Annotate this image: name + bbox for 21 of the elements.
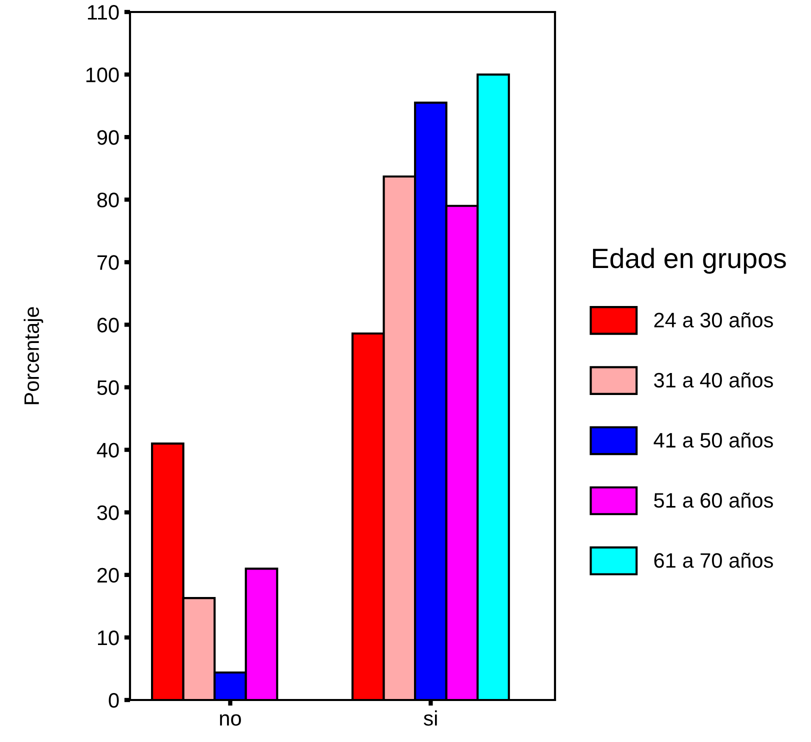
legend-label: 61 a 70 años: [654, 552, 773, 568]
y-tick-label: 90: [97, 130, 119, 145]
y-tick-label: 0: [108, 693, 119, 708]
legend-label: 51 a 60 años: [654, 492, 773, 508]
y-tick-label: 30: [97, 505, 119, 520]
legend-label: 24 a 30 años: [654, 312, 773, 328]
legend-label: 41 a 50 años: [654, 432, 773, 448]
x-tick-label: no: [220, 714, 241, 726]
y-tick-label: 10: [98, 630, 119, 646]
y-tick-label: 60: [97, 318, 119, 332]
x-tick-label: si: [424, 710, 437, 726]
y-tick-label: 70: [97, 255, 119, 270]
y-tick-label: 50: [97, 380, 119, 396]
legend-title: Edad en grupos: [593, 248, 786, 274]
y-tick-label: 20: [97, 568, 119, 583]
y-tick-label: 80: [97, 192, 119, 208]
y-tick-label: 100: [86, 68, 119, 82]
y-tick-label: 110: [88, 5, 119, 20]
legend-label: 31 a 40 años: [654, 372, 773, 388]
y-tick-label: 40: [96, 442, 119, 458]
y-axis-title: Porcentaje: [24, 307, 44, 404]
